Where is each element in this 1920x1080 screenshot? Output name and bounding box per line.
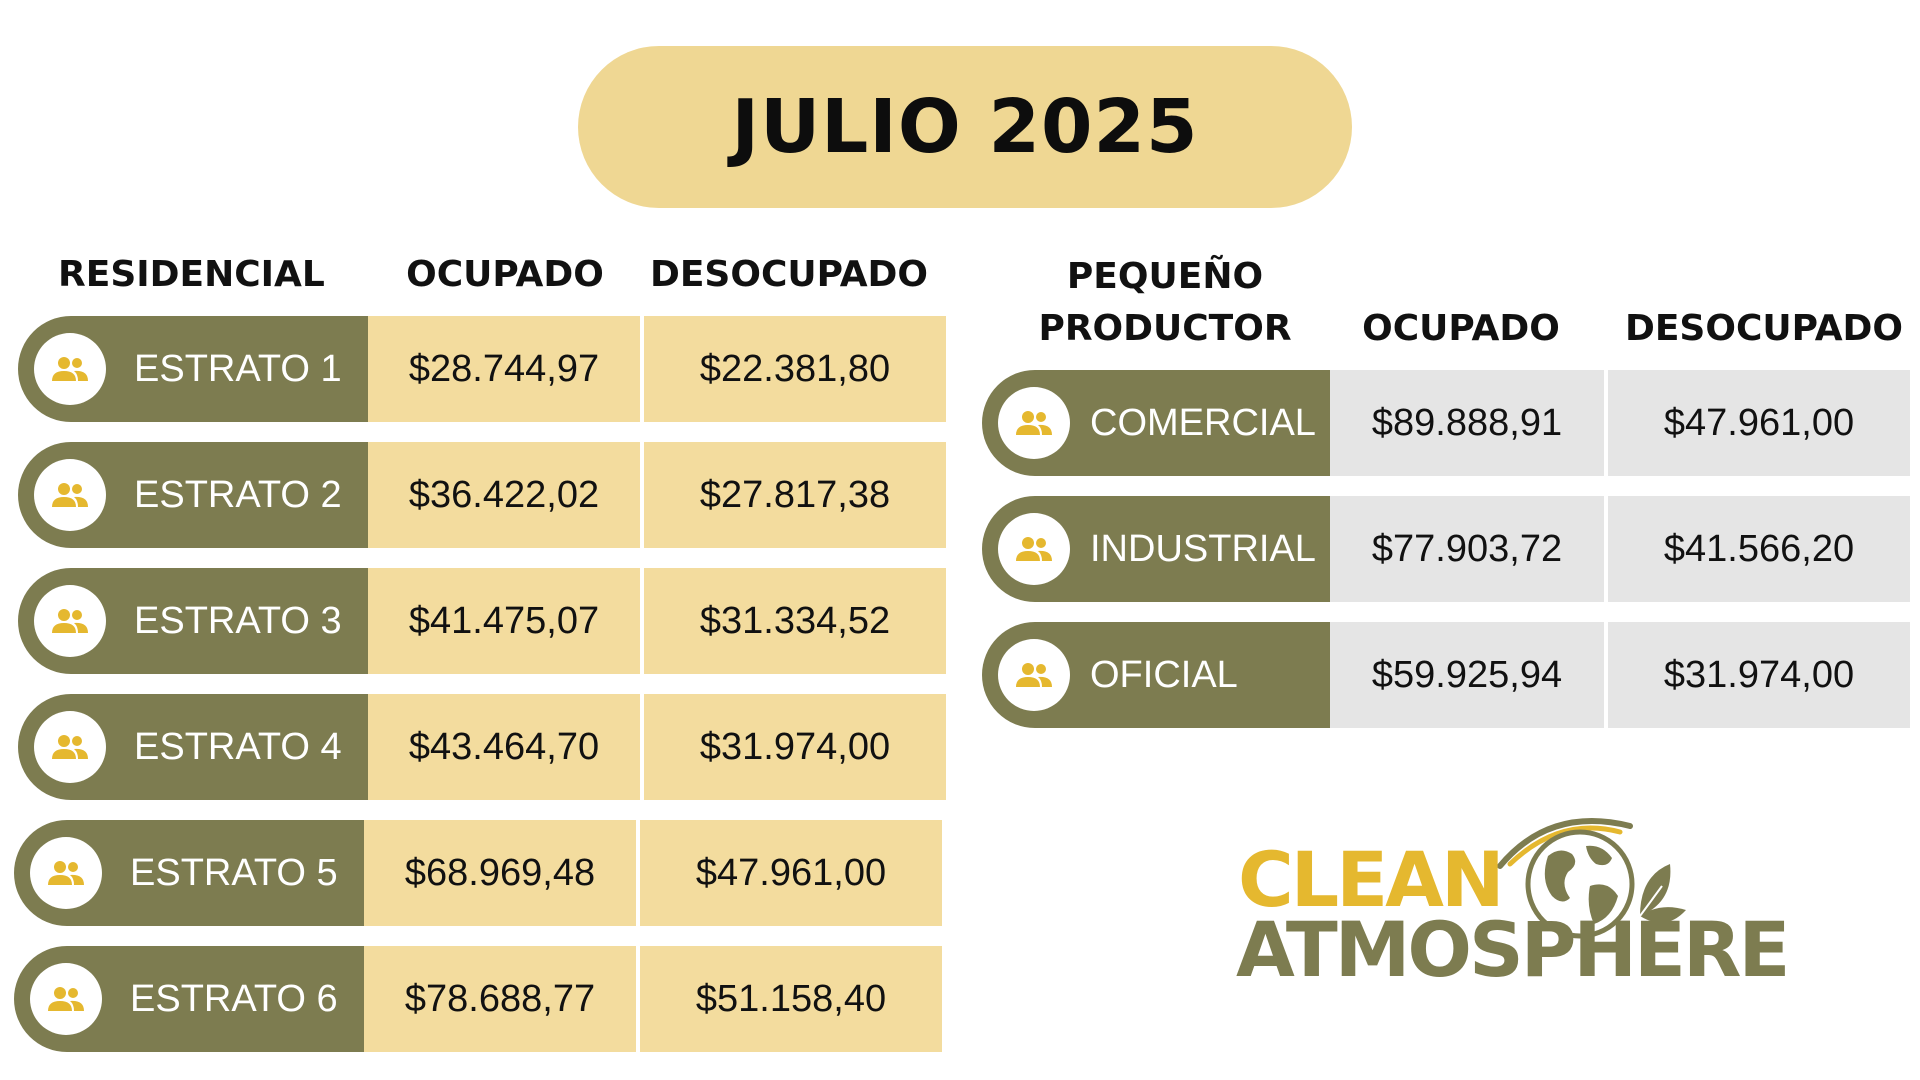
- page-title: JULIO 2025: [731, 84, 1199, 170]
- logo-text-atmosphere: ATMOSPHERE: [1236, 905, 1790, 994]
- row-label-pill: ESTRATO 6: [14, 946, 364, 1052]
- desocupado-value: $31.974,00: [644, 694, 946, 800]
- header-residencial-desocupado: DESOCUPADO: [649, 254, 929, 295]
- people-group-icon: [34, 711, 106, 783]
- desocupado-value: $51.158,40: [640, 946, 942, 1052]
- row-label: ESTRATO 3: [134, 600, 342, 642]
- ocupado-value: $28.744,97: [368, 316, 640, 422]
- row-label-pill: ESTRATO 2: [18, 442, 368, 548]
- table-row: OFICIAL $59.925,94 $31.974,00: [982, 622, 1912, 728]
- ocupado-value: $68.969,48: [364, 820, 636, 926]
- people-group-icon: [998, 387, 1070, 459]
- desocupado-value: $41.566,20: [1608, 496, 1910, 602]
- ocupado-value: $59.925,94: [1330, 622, 1604, 728]
- table-row: ESTRATO 4 $43.464,70 $31.974,00: [18, 694, 948, 800]
- ocupado-value: $43.464,70: [368, 694, 640, 800]
- people-group-icon: [30, 837, 102, 909]
- people-group-icon: [34, 585, 106, 657]
- row-label: ESTRATO 4: [134, 726, 342, 768]
- row-label-pill: COMERCIAL: [982, 370, 1330, 476]
- header-productor-ocupado: OCUPADO: [1362, 308, 1560, 349]
- table-row: INDUSTRIAL $77.903,72 $41.566,20: [982, 496, 1912, 602]
- row-label-pill: ESTRATO 5: [14, 820, 364, 926]
- people-group-icon: [34, 459, 106, 531]
- row-label: ESTRATO 6: [130, 978, 338, 1020]
- table-row: ESTRATO 3 $41.475,07 $31.334,52: [18, 568, 948, 674]
- people-group-icon: [34, 333, 106, 405]
- ocupado-value: $89.888,91: [1330, 370, 1604, 476]
- ocupado-value: $77.903,72: [1330, 496, 1604, 602]
- row-label: COMERCIAL: [1090, 402, 1316, 444]
- desocupado-value: $27.817,38: [644, 442, 946, 548]
- desocupado-value: $22.381,80: [644, 316, 946, 422]
- row-label: OFICIAL: [1090, 654, 1238, 696]
- desocupado-value: $47.961,00: [1608, 370, 1910, 476]
- ocupado-value: $41.475,07: [368, 568, 640, 674]
- header-pequeno-productor-line1: PEQUEÑO: [1066, 256, 1264, 297]
- table-row: COMERCIAL $89.888,91 $47.961,00: [982, 370, 1912, 476]
- row-label-pill: OFICIAL: [982, 622, 1330, 728]
- row-label-pill: ESTRATO 3: [18, 568, 368, 674]
- table-row: ESTRATO 5 $68.969,48 $47.961,00: [14, 820, 944, 926]
- table-row: ESTRATO 6 $78.688,77 $51.158,40: [14, 946, 944, 1052]
- ocupado-value: $78.688,77: [364, 946, 636, 1052]
- desocupado-value: $31.974,00: [1608, 622, 1910, 728]
- logo-text-clean: CLEAN: [1238, 835, 1505, 924]
- table-row: ESTRATO 1 $28.744,97 $22.381,80: [18, 316, 948, 422]
- globe-leaf-icon: [1497, 818, 1686, 939]
- people-group-icon: [30, 963, 102, 1035]
- header-pequeno-productor-line2: PRODUCTOR: [1038, 308, 1292, 349]
- header-productor-desocupado: DESOCUPADO: [1624, 308, 1904, 349]
- table-row: ESTRATO 2 $36.422,02 $27.817,38: [18, 442, 948, 548]
- header-residencial-ocupado: OCUPADO: [406, 254, 604, 295]
- row-label: INDUSTRIAL: [1090, 528, 1316, 570]
- row-label: ESTRATO 5: [130, 852, 338, 894]
- row-label-pill: ESTRATO 1: [18, 316, 368, 422]
- row-label-pill: ESTRATO 4: [18, 694, 368, 800]
- desocupado-value: $31.334,52: [644, 568, 946, 674]
- title-banner: JULIO 2025: [578, 46, 1352, 208]
- ocupado-value: $36.422,02: [368, 442, 640, 548]
- row-label: ESTRATO 2: [134, 474, 342, 516]
- row-label-pill: INDUSTRIAL: [982, 496, 1330, 602]
- row-label: ESTRATO 1: [134, 348, 342, 390]
- desocupado-value: $47.961,00: [640, 820, 942, 926]
- people-group-icon: [998, 513, 1070, 585]
- people-group-icon: [998, 639, 1070, 711]
- header-residencial: RESIDENCIAL: [58, 254, 325, 295]
- clean-atmosphere-logo: CLEAN ATMOSPHERE: [1232, 806, 1790, 996]
